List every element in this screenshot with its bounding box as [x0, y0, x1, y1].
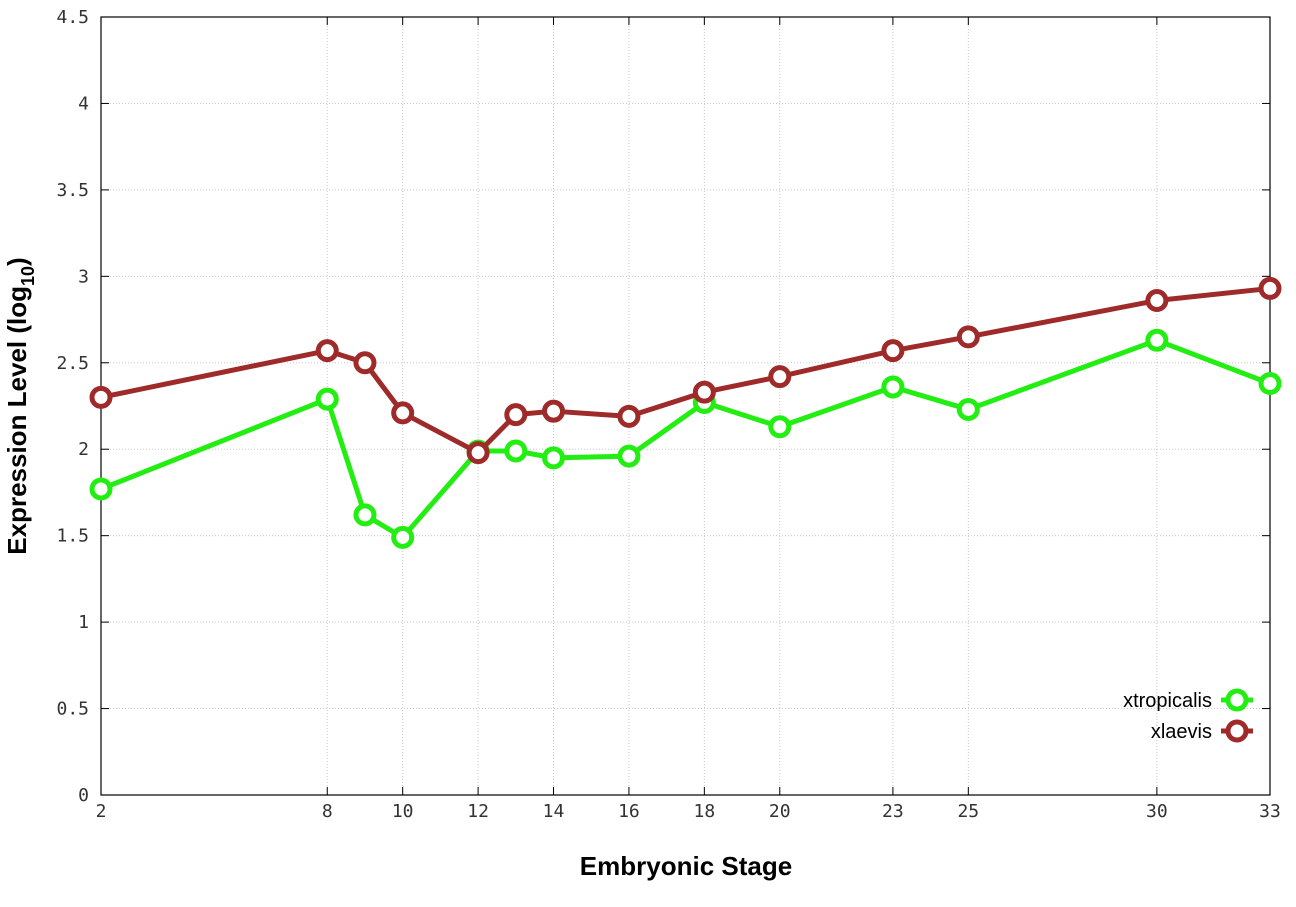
x-axis-title: Embryonic Stage [580, 851, 792, 881]
data-point-xtropicalis [504, 439, 528, 463]
y-axis-title-close: ) [2, 257, 32, 266]
x-tick-label: 8 [322, 801, 333, 822]
x-tick-label: 14 [543, 801, 565, 822]
legend-marker-xlaevis [1225, 719, 1249, 743]
x-tick-label: 20 [769, 801, 791, 822]
x-tick-label: 16 [618, 801, 640, 822]
y-axis-title-subscript: 10 [18, 266, 38, 286]
data-point-xlaevis [881, 339, 905, 363]
legend-label-xlaevis: xlaevis [1151, 721, 1212, 743]
data-point-xtropicalis [315, 387, 339, 411]
series-line-xtropicalis [100, 337, 1271, 540]
data-point-xlaevis [542, 399, 566, 423]
x-tick-label: 25 [957, 801, 979, 822]
data-point-xlaevis [617, 404, 641, 428]
data-point-xtropicalis [542, 446, 566, 470]
y-tick-label: 1 [78, 612, 89, 633]
legend-label-xtropicalis: xtropicalis [1123, 690, 1212, 712]
data-point-xtropicalis [617, 444, 641, 468]
y-tick-label: 2 [78, 439, 89, 460]
data-point-xtropicalis [89, 477, 113, 501]
data-point-xtropicalis [1145, 328, 1169, 352]
x-tick-label: 33 [1259, 801, 1281, 822]
data-point-xlaevis [956, 325, 980, 349]
data-point-xtropicalis [768, 415, 792, 439]
series-line-xlaevis [100, 285, 1271, 456]
y-tick-label: 3.5 [56, 180, 89, 201]
data-point-xlaevis [391, 401, 415, 425]
y-tick-label: 3 [78, 266, 89, 287]
legend-marker-xtropicalis [1225, 688, 1249, 712]
x-tick-label: 10 [392, 801, 414, 822]
y-axis-ticks: 0 0.5 1 1.5 2 2.5 3 3.5 4 4.5 [56, 7, 1270, 806]
y-axis-title-main: Expression Level (log [2, 286, 32, 555]
y-tick-label: 4 [78, 93, 89, 114]
x-tick-label: 2 [96, 801, 107, 822]
data-point-xlaevis [768, 365, 792, 389]
x-tick-label: 18 [694, 801, 716, 822]
y-tick-label: 0 [78, 785, 89, 806]
y-tick-label: 1.5 [56, 526, 89, 547]
x-tick-label: 23 [882, 801, 904, 822]
y-axis-title: Expression Level (log10) [2, 257, 38, 554]
series-layer [89, 276, 1282, 549]
grid-lines [101, 17, 1270, 795]
data-point-xlaevis [353, 351, 377, 375]
data-point-xlaevis [504, 403, 528, 427]
data-point-xtropicalis [956, 397, 980, 421]
plot-frame [100, 16, 1271, 796]
y-tick-label: 0.5 [56, 699, 89, 720]
data-point-xlaevis [1145, 289, 1169, 313]
y-tick-label: 2.5 [56, 353, 89, 374]
data-point-xlaevis [466, 441, 490, 465]
data-point-xlaevis [89, 385, 113, 409]
x-tick-label: 30 [1146, 801, 1168, 822]
data-point-xlaevis [692, 380, 716, 404]
legend: xtropicalis xlaevis [1123, 688, 1253, 743]
data-point-xtropicalis [353, 503, 377, 527]
data-point-xlaevis [1258, 276, 1282, 300]
data-point-xtropicalis [1258, 372, 1282, 396]
x-tick-label: 12 [467, 801, 489, 822]
y-tick-label: 4.5 [56, 7, 89, 28]
data-point-xtropicalis [391, 525, 415, 549]
data-point-xlaevis [315, 339, 339, 363]
data-point-xtropicalis [881, 375, 905, 399]
